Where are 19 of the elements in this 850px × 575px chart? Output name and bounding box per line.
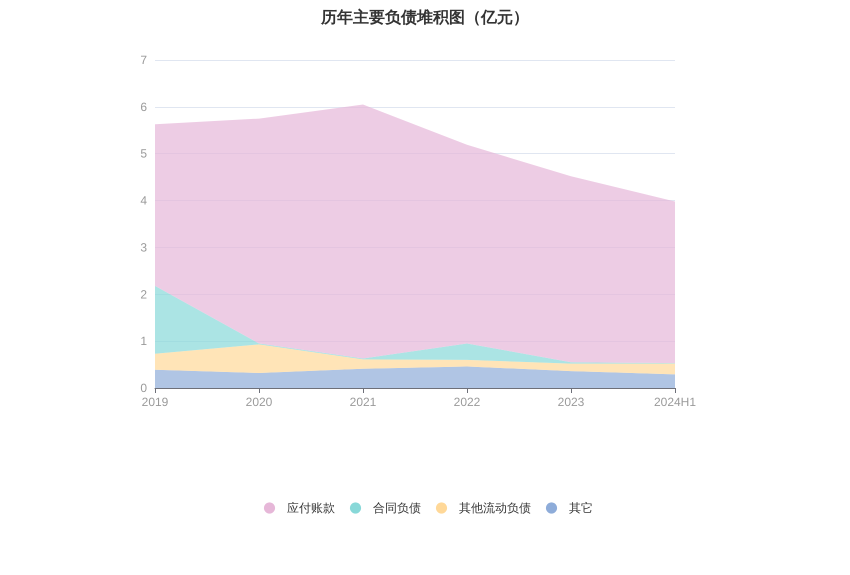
x-tick-label: 2022: [454, 395, 481, 409]
y-tick-label: 4: [140, 194, 148, 208]
y-tick-label: 6: [140, 100, 148, 114]
x-tick-label: 2021: [350, 395, 377, 409]
y-tick-label: 2: [140, 287, 148, 302]
x-tick-label: 2020: [246, 395, 273, 409]
y-tick-label: 5: [140, 146, 148, 161]
legend-label: 合同负债: [373, 501, 421, 515]
y-tick-label: 1: [140, 334, 148, 348]
x-tick-label: 2023: [558, 395, 585, 409]
x-tick-label: 2019: [142, 395, 169, 409]
y-tick-label: 7: [140, 53, 148, 67]
y-tick-label: 3: [140, 240, 148, 254]
legend-label: 其他流动负债: [459, 501, 531, 515]
legend-label: 应付账款: [287, 501, 335, 515]
legend-label: 其它: [569, 501, 593, 515]
x-tick-label: 2024H1: [654, 395, 696, 409]
chart-title: 历年主要负债堆积图（亿元）: [320, 8, 529, 26]
y-tick-label: 0: [140, 381, 148, 395]
